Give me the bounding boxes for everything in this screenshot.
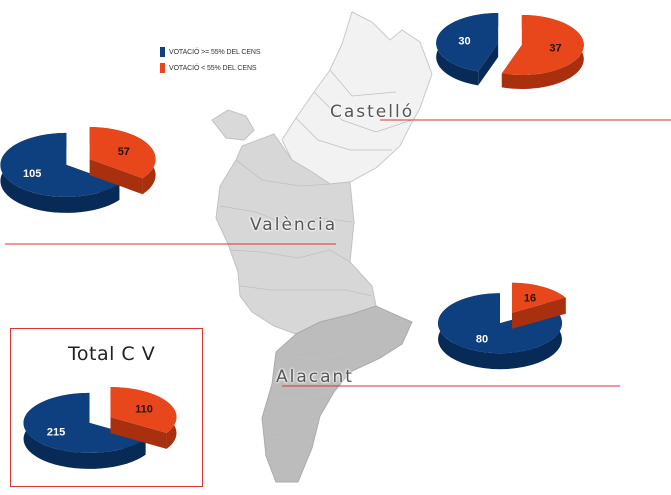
comarca-borders [219,69,413,445]
pie-slice-top [0,132,120,197]
pie-slice-top [23,392,146,453]
total-cv-title: Total C V [68,343,156,365]
legend-label-high: VOTACIÓ >= 55% DEL CENS [169,48,261,56]
ademuz-enclave [211,109,255,141]
pie-chart-castell-: 30 37 [436,13,584,89]
total-cv-box [10,328,203,487]
pie-slice-low-turnout: 16 [512,282,566,329]
pie-slice-low-turnout: 110 [110,387,177,449]
legend-swatch-high [160,47,165,57]
pie-slice-low-turnout: 57 [89,127,156,195]
pie-charts: 30 37 105 57 80 16 215 110 [0,13,584,469]
valencia-label: València [250,215,338,235]
pie-slice-wall [110,417,167,449]
pie-slice-high-turnout: 215 [23,392,146,469]
pie-slice-high-turnout: 105 [0,132,120,213]
legend: VOTACIÓ >= 55% DEL CENS VOTACIÓ < 55% DE… [160,44,261,76]
castello-label: Castelló [330,102,415,122]
pie-value-label: 57 [118,146,130,158]
pie-value-label: 37 [549,43,561,55]
pie-value-label: 105 [23,168,41,180]
pie-value-label: 110 [135,404,153,416]
pie-slice-top [501,14,584,75]
legend-item-low-turnout: VOTACIÓ < 55% DEL CENS [160,60,260,76]
pie-slice-wall [89,159,143,195]
pie-value-label: 16 [524,293,536,305]
legend-swatch-low [160,63,165,73]
pie-slice-top [89,127,156,179]
pie-chart-total-c-v: 215 110 [23,387,177,469]
pie-value-label: 80 [476,333,488,345]
pie-slice-top [436,13,499,72]
legend-label-low: VOTACIÓ < 55% DEL CENS [169,64,257,72]
valencian-community-map [211,11,433,483]
pie-slice-top [438,293,563,354]
pie-slice-top [110,387,177,433]
region-divider-lines [5,119,671,387]
pie-slice-top [512,282,566,313]
castello-province [281,11,433,185]
alacant-label: Alacant [276,367,354,387]
pie-slice-low-turnout: 37 [501,14,584,89]
pie-value-label: 215 [47,426,65,438]
pie-chart-val-ncia: 105 57 [0,127,156,213]
pie-slice-wall [478,43,499,86]
pie-value-label: 30 [458,35,470,47]
pie-slice-wall [512,297,566,329]
pie-slice-high-turnout: 30 [436,13,499,86]
alacant-province [261,305,413,483]
pie-chart-alacant: 80 16 [438,282,566,370]
legend-item-high-turnout: VOTACIÓ >= 55% DEL CENS [160,44,261,60]
